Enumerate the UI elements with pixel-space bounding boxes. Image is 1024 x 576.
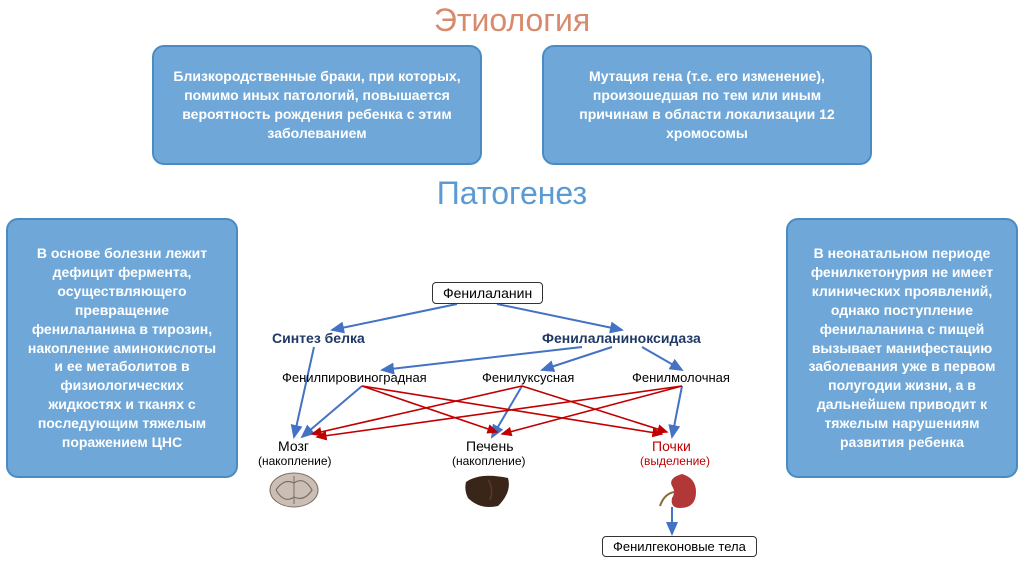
organ-liver-sub: (накопление)	[452, 454, 526, 468]
diagram-acid-2: Фенилуксусная	[482, 370, 574, 385]
organ-kidney-label: Почки	[652, 438, 691, 454]
etiology-box-1: Близкородственные браки, при которых, по…	[152, 45, 482, 165]
organ-kidney-sub: (выделение)	[640, 454, 710, 468]
organ-brain-sub: (накопление)	[258, 454, 332, 468]
title-pathogenesis: Патогенез	[0, 175, 1024, 212]
organ-brain-label: Мозг	[278, 438, 309, 454]
title-etiology: Этиология	[0, 2, 1024, 39]
diagram-acid-1: Фенилпировиноградная	[282, 370, 427, 385]
metabolic-diagram: Фенилаланин Синтез белка Фенилаланинокси…	[242, 282, 782, 562]
kidney-icon	[646, 468, 702, 512]
diagram-arrows	[242, 282, 782, 562]
diagram-bottom-box: Фенилгеконовые тела	[602, 536, 757, 557]
diagram-acid-3: Фенилмолочная	[632, 370, 730, 385]
diagram-branch-right: Фенилаланиноксидаза	[542, 330, 701, 346]
diagram-root-box: Фенилаланин	[432, 282, 543, 304]
etiology-row: Близкородственные браки, при которых, по…	[0, 45, 1024, 165]
pathogenesis-box-right: В неонатальном периоде фенилкетонурия не…	[786, 218, 1018, 478]
organ-liver-label: Печень	[466, 438, 514, 454]
pathogenesis-box-left: В основе болезни лежит дефицит фермента,…	[6, 218, 238, 478]
diagram-branch-left: Синтез белка	[272, 330, 365, 346]
etiology-box-2: Мутация гена (т.е. его изменение), произ…	[542, 45, 872, 165]
brain-icon	[266, 468, 322, 512]
liver-icon	[460, 468, 516, 512]
